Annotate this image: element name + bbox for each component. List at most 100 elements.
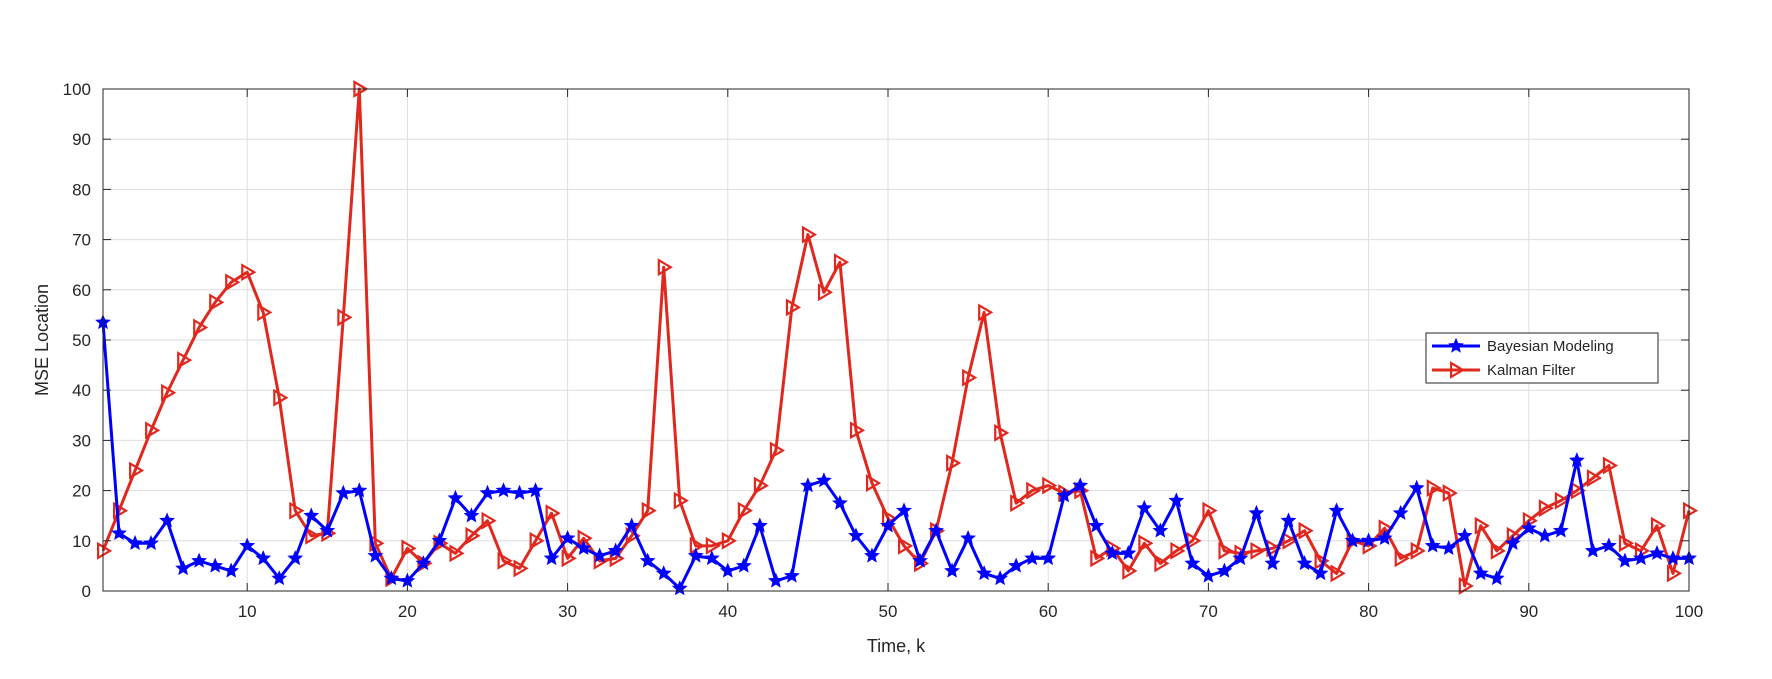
data-point <box>1344 532 1361 548</box>
data-point <box>97 541 113 560</box>
data-point <box>431 532 448 548</box>
data-point <box>497 551 513 570</box>
data-point <box>513 559 529 578</box>
data-point <box>978 303 994 322</box>
data-point <box>1586 469 1603 487</box>
data-point <box>1488 570 1505 586</box>
data-point <box>1328 502 1345 518</box>
data-point <box>1649 545 1665 561</box>
data-point <box>1618 534 1635 553</box>
data-point <box>159 512 175 528</box>
data-point <box>1104 545 1121 561</box>
data-point <box>1088 517 1105 533</box>
data-point <box>1026 481 1042 500</box>
data-point <box>1056 487 1073 503</box>
y-tick-label: 0 <box>82 582 91 601</box>
data-point <box>495 482 512 498</box>
data-point <box>880 517 896 533</box>
data-point <box>383 570 400 586</box>
data-point <box>1136 499 1153 515</box>
x-tick-label: 30 <box>558 602 577 621</box>
data-point <box>799 477 816 493</box>
data-point <box>239 537 256 553</box>
data-point <box>719 562 736 578</box>
data-point <box>1392 504 1409 520</box>
data-point <box>415 555 432 571</box>
series-0 <box>95 314 1697 596</box>
data-point <box>273 388 289 407</box>
data-point <box>127 535 143 551</box>
data-point <box>801 225 818 244</box>
x-tick-label: 80 <box>1359 602 1378 621</box>
x-tick-label: 60 <box>1039 602 1058 621</box>
data-point <box>465 526 481 545</box>
data-point <box>1040 550 1057 566</box>
x-tick-label: 10 <box>238 602 257 621</box>
data-point <box>1426 479 1442 498</box>
x-tick-label: 20 <box>398 602 417 621</box>
data-point <box>559 529 576 546</box>
data-point <box>898 536 914 555</box>
data-point <box>655 565 672 581</box>
data-point <box>1280 512 1297 528</box>
data-point <box>1474 516 1490 535</box>
data-point <box>561 549 577 568</box>
y-tick-label: 60 <box>72 281 91 300</box>
y-tick-label: 90 <box>72 130 91 149</box>
data-point <box>1232 550 1249 566</box>
data-point <box>1154 554 1170 573</box>
data-point <box>1298 521 1314 540</box>
data-point <box>209 293 225 312</box>
y-tick-label: 30 <box>72 431 91 450</box>
data-point <box>1248 504 1265 520</box>
data-point <box>767 572 784 588</box>
data-point <box>1042 476 1058 495</box>
legend-entries: Bayesian Modeling Kalman Filter <box>1432 337 1614 379</box>
data-point <box>575 540 592 556</box>
x-tick-label: 90 <box>1519 602 1538 621</box>
data-point <box>1570 481 1587 500</box>
data-point <box>657 258 673 277</box>
data-point <box>241 263 257 282</box>
data-point <box>175 560 191 576</box>
ticks: 10 20 30 40 50 60 70 80 90 100 0 10 20 30 40 50 60 70 80 90… <box>63 80 1704 621</box>
data-point <box>864 547 880 563</box>
data-point <box>223 562 240 578</box>
legend-label: Bayesian Modeling <box>1487 338 1614 355</box>
data-point <box>257 303 273 322</box>
data-point <box>207 557 224 573</box>
data-point <box>751 517 768 533</box>
data-point <box>193 318 209 337</box>
data-point <box>1202 501 1218 520</box>
data-point <box>1536 527 1553 543</box>
data-point <box>1568 452 1585 468</box>
data-point <box>1184 555 1201 571</box>
data-point <box>753 476 769 495</box>
data-point <box>1552 522 1569 538</box>
data-point <box>816 472 832 488</box>
x-tick-label: 70 <box>1199 602 1218 621</box>
y-tick-label: 70 <box>72 231 91 250</box>
data-point <box>848 527 864 543</box>
data-point <box>962 368 978 387</box>
legend: Bayesian Modeling Kalman Filter <box>1425 332 1659 384</box>
data-point <box>992 570 1009 586</box>
data-point <box>1665 550 1681 566</box>
data-point <box>607 542 624 558</box>
data-point <box>481 511 497 530</box>
data-point <box>960 529 976 546</box>
data-point <box>1504 535 1521 551</box>
legend-swatch-marker <box>1448 337 1464 353</box>
data-point <box>1008 557 1025 573</box>
data-point <box>1072 477 1089 493</box>
legend-entry: Kalman Filter <box>1432 361 1575 379</box>
data-point <box>1408 479 1425 495</box>
series-layer <box>95 80 1699 596</box>
data-point <box>145 421 161 440</box>
data-point <box>1216 562 1233 578</box>
data-point <box>113 501 129 520</box>
data-point <box>1090 549 1106 568</box>
data-point <box>1010 494 1026 513</box>
data-point <box>1617 552 1633 568</box>
